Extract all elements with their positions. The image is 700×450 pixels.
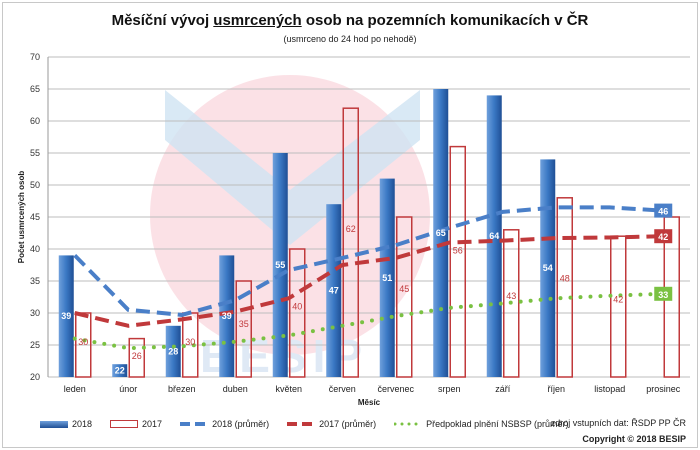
- x-tick-label: únor: [119, 384, 137, 394]
- bar-2018: [326, 204, 342, 377]
- x-tick-label: březen: [168, 384, 196, 394]
- x-axis-title: Měsíc: [358, 398, 381, 407]
- end-label: 33: [658, 290, 668, 300]
- y-tick-label: 65: [30, 84, 40, 94]
- data-label-2017: 48: [560, 273, 570, 283]
- legend-swatch: [287, 422, 316, 426]
- data-label-2017: 26: [132, 351, 142, 361]
- y-tick-label: 35: [30, 276, 40, 286]
- y-tick-label: 55: [30, 148, 40, 158]
- data-label-2017: 30: [185, 337, 195, 347]
- legend-item-2018: 2018: [40, 419, 92, 429]
- x-tick-label: leden: [64, 384, 86, 394]
- bar-2018: [112, 364, 128, 377]
- y-tick-label: 30: [30, 308, 40, 318]
- bar-2017: [610, 235, 627, 378]
- x-tick-label: červenec: [377, 384, 414, 394]
- data-label-2018: 39: [222, 311, 232, 321]
- y-axis-title: Počet usmrcených osob: [17, 171, 26, 264]
- bar-2018: [272, 153, 288, 377]
- bar-2017: [235, 280, 252, 378]
- legend-label: 2017: [142, 419, 163, 429]
- bar-2017: [342, 107, 359, 378]
- end-label-box: [654, 286, 673, 301]
- end-label: 42: [658, 232, 668, 242]
- legend: 2018 2017 2018 (průměr) 2017 (průměr) Př…: [40, 419, 569, 429]
- bar-2018: [165, 325, 181, 377]
- x-tick-label: duben: [223, 384, 248, 394]
- bar-2018: [433, 89, 449, 377]
- source-text: zdroj vstupních dat: ŘSDP PP ČR: [550, 418, 686, 428]
- legend-label: 2017 (průměr): [319, 419, 377, 429]
- legend-swatch: [110, 420, 139, 428]
- line-2018-pr-m-r-: [73, 205, 664, 317]
- y-tick-label: 40: [30, 244, 40, 254]
- x-tick-label: prosinec: [646, 384, 681, 394]
- legend-swatch: [40, 420, 68, 428]
- x-tick-label: září: [495, 384, 511, 394]
- bar-2017: [289, 248, 306, 378]
- bar-2017: [503, 229, 520, 378]
- bar-2018: [540, 159, 556, 377]
- x-tick-label: listopad: [594, 384, 625, 394]
- y-tick-label: 70: [30, 52, 40, 62]
- bar-2018: [219, 255, 235, 377]
- copyright-text: Copyright © 2018 BESIP: [582, 434, 686, 444]
- y-tick-label: 60: [30, 116, 40, 126]
- data-label-2017: 30: [78, 337, 88, 347]
- data-label-2018: 22: [115, 366, 125, 376]
- bar-2017: [396, 216, 413, 378]
- end-label-box: [654, 229, 673, 244]
- watermark-chevron: [165, 90, 420, 245]
- x-tick-label: květen: [275, 384, 302, 394]
- data-label-2018: 28: [168, 346, 178, 356]
- y-tick-label: 45: [30, 212, 40, 222]
- legend-label: 2018 (průměr): [212, 419, 270, 429]
- x-tick-label: červen: [329, 384, 356, 394]
- data-label-2018: 55: [275, 260, 285, 270]
- end-label-box: [654, 203, 673, 218]
- data-label-2018: 51: [382, 273, 392, 283]
- data-label-2017: 62: [346, 224, 356, 234]
- data-label-2018: 39: [61, 311, 71, 321]
- chart-title: Měsíční vývoj usmrcených osob na pozemní…: [111, 12, 589, 29]
- data-label-2017: 43: [506, 291, 516, 301]
- legend-label: Předpoklad plnění NSBSP (průměr): [426, 419, 569, 429]
- line-2017-pr-m-r-: [74, 234, 664, 328]
- source-note: zdroj vstupních dat: ŘSDP PP ČR Copyrigh…: [551, 415, 686, 447]
- data-label-2017: 45: [399, 284, 409, 294]
- data-label-2017: 42: [613, 295, 623, 305]
- y-tick-label: 25: [30, 340, 40, 350]
- legend-swatch: [394, 422, 423, 426]
- legend-swatch: [180, 422, 209, 426]
- bar-2017: [128, 337, 145, 378]
- legend-item-nsbsp: Předpoklad plnění NSBSP (průměr): [394, 419, 569, 429]
- x-tick-label: říjen: [547, 384, 565, 394]
- legend-item-2018-avg: 2018 (průměr): [180, 419, 269, 429]
- legend-item-2017: 2017: [110, 419, 162, 429]
- bar-2018: [58, 255, 74, 377]
- legend-item-2017-avg: 2017 (průměr): [287, 419, 376, 429]
- bar-2018: [486, 95, 502, 378]
- y-tick-label: 50: [30, 180, 40, 190]
- data-label-2017: 56: [453, 245, 463, 255]
- bar-2017: [449, 145, 466, 378]
- line-p-edpoklad-pln-n-nsbsp-pr-m-r-: [72, 291, 666, 351]
- data-label-2017: 40: [292, 302, 302, 312]
- data-label-2017: 35: [239, 319, 249, 329]
- y-tick-label: 20: [30, 372, 40, 382]
- x-tick-label: srpen: [438, 384, 461, 394]
- data-label-2018: 64: [489, 231, 499, 241]
- legend-label: 2018: [72, 419, 93, 429]
- bar-2018: [379, 178, 395, 377]
- data-label-2018: 54: [543, 263, 553, 273]
- end-label: 46: [658, 207, 668, 217]
- data-label-2018: 47: [329, 286, 339, 296]
- bar-2017: [556, 197, 573, 378]
- data-label-2018: 65: [436, 228, 446, 238]
- chart-subtitle: (usmrceno do 24 hod po nehodě): [283, 34, 417, 44]
